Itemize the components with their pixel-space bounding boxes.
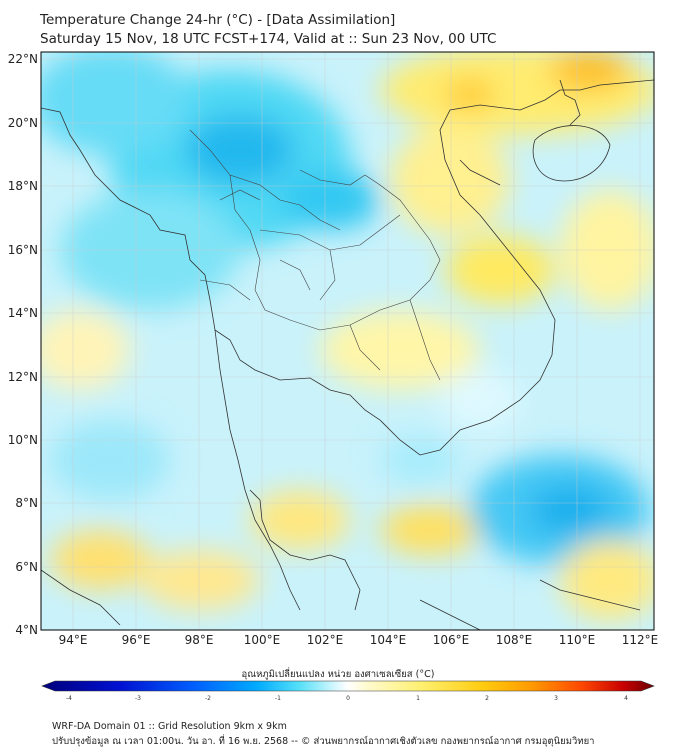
lat-label: 4°N xyxy=(15,623,38,637)
colorbar-tick: 0 xyxy=(346,695,350,702)
lat-label: 16°N xyxy=(8,243,38,257)
lon-label: 102°E xyxy=(307,633,344,647)
lat-label: 18°N xyxy=(8,179,38,193)
lon-label: 100°E xyxy=(244,633,281,647)
lat-label: 14°N xyxy=(8,306,38,320)
lat-label: 8°N xyxy=(15,496,38,510)
lon-label: 108°E xyxy=(496,633,533,647)
map-frame xyxy=(40,51,655,631)
province-borders xyxy=(189,129,441,381)
lat-label: 20°N xyxy=(8,116,38,130)
colorbar-tick: -3 xyxy=(135,695,141,702)
colorbar: -4 -3 -2 -1 0 1 2 3 4 xyxy=(41,680,655,702)
colorbar-tick: 2 xyxy=(485,695,489,702)
lon-label: 104°E xyxy=(370,633,407,647)
lat-label: 22°N xyxy=(8,52,38,66)
lon-label: 110°E xyxy=(559,633,596,647)
lat-label: 12°N xyxy=(8,370,38,384)
coastlines xyxy=(41,79,654,630)
colorbar-tick: -4 xyxy=(66,695,72,702)
colorbar-tick: -1 xyxy=(275,695,281,702)
map-title: Temperature Change 24-hr (°C) - [Data As… xyxy=(40,12,396,28)
temperature-field xyxy=(41,52,654,630)
lon-label: 96°E xyxy=(122,633,151,647)
footer-credits: ปรับปรุงข้อมูล ณ เวลา 01:00น. วัน อา. ที… xyxy=(52,736,595,747)
colorbar-tick: 1 xyxy=(416,695,420,702)
colorbar-tick: 3 xyxy=(554,695,558,702)
lat-label: 10°N xyxy=(8,433,38,447)
lon-label: 98°E xyxy=(185,633,214,647)
lon-label: 94°E xyxy=(59,633,88,647)
lon-label: 112°E xyxy=(622,633,659,647)
footer-resolution: WRF-DA Domain 01 :: Grid Resolution 9km … xyxy=(52,721,287,732)
colorbar-label: อุณหภูมิเปลี่ยนแปลง หน่วย องศาเซลเซียส (… xyxy=(241,669,435,680)
lon-label: 106°E xyxy=(433,633,470,647)
colorbar-tick: -2 xyxy=(205,695,211,702)
map-subtitle: Saturday 15 Nov, 18 UTC FCST+174, Valid … xyxy=(40,31,497,47)
colorbar-tick: 4 xyxy=(624,695,628,702)
lat-label: 6°N xyxy=(15,560,38,574)
